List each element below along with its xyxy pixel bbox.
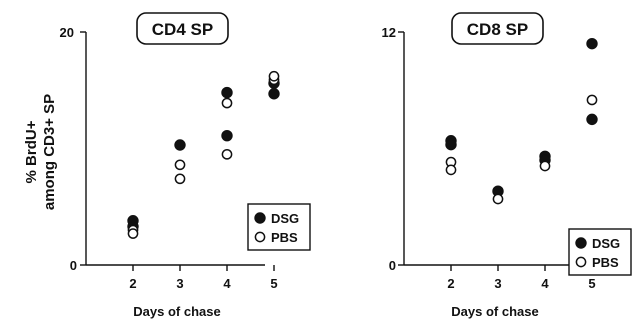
legend-marker-dsg [254, 212, 266, 224]
legend: DSG PBS [254, 211, 299, 245]
point-dsg [174, 139, 186, 151]
y-tick-label-top: 20 [60, 25, 74, 40]
point-pbs [492, 193, 504, 205]
title-box [136, 12, 229, 45]
point-pbs [539, 160, 551, 172]
point-pbs [445, 164, 457, 176]
point-pbs [174, 173, 186, 185]
x-tick-label-3: 3 [176, 276, 183, 291]
points [127, 70, 280, 239]
panel-title: CD8 SP [467, 20, 528, 39]
point-pbs [221, 148, 233, 160]
panel-cd4: CD4 SP 20 0 2 3 4 5 Days of chase DSG PBS [60, 12, 311, 319]
legend: DSG PBS [575, 236, 620, 270]
legend-label-dsg: DSG [271, 211, 299, 226]
y-tick-label-top: 12 [382, 25, 396, 40]
point-dsg [445, 138, 457, 151]
x-tick-label-5: 5 [270, 276, 277, 291]
title-box [451, 12, 544, 45]
y-tick-label-zero: 0 [70, 258, 77, 273]
y-tick-label-zero: 0 [389, 258, 396, 273]
legend-label-dsg: DSG [592, 236, 620, 251]
legend-marker-dsg [575, 237, 587, 249]
points [445, 37, 598, 205]
legend-label-pbs: PBS [271, 230, 298, 245]
x-tick-label-3: 3 [494, 276, 501, 291]
point-dsg [221, 129, 233, 142]
point-pbs [174, 159, 186, 171]
point-pbs [586, 94, 598, 106]
ylabel-line-2: among CD3+ SP [41, 94, 58, 210]
point-dsg [221, 86, 233, 99]
legend-label-pbs: PBS [592, 255, 619, 270]
point-dsg [586, 37, 598, 50]
point-pbs [221, 97, 233, 109]
point-dsg [586, 113, 598, 126]
x-axis-title: Days of chase [133, 304, 220, 319]
x-tick-label-2: 2 [447, 276, 454, 291]
x-tick-label-2: 2 [129, 276, 136, 291]
x-ticks: 2 3 4 5 [129, 265, 278, 291]
shared-ylabel: % BrdU+ among CD3+ SP [23, 94, 58, 210]
x-tick-label-4: 4 [223, 276, 231, 291]
point-dsg [268, 88, 280, 100]
legend-box [568, 228, 632, 276]
legend-box [247, 203, 311, 251]
x-axis-title: Days of chase [451, 304, 538, 319]
legend-marker-pbs [254, 231, 266, 243]
legend-marker-pbs [575, 256, 587, 268]
panel-title: CD4 SP [152, 20, 213, 39]
ylabel-line-1: % BrdU+ [23, 120, 40, 183]
point-pbs [268, 70, 280, 82]
panel-cd8: CD8 SP 12 0 2 3 4 5 Days of chase DSG PBS [382, 12, 632, 319]
point-pbs [127, 228, 139, 239]
x-tick-label-5: 5 [588, 276, 595, 291]
x-tick-label-4: 4 [541, 276, 549, 291]
